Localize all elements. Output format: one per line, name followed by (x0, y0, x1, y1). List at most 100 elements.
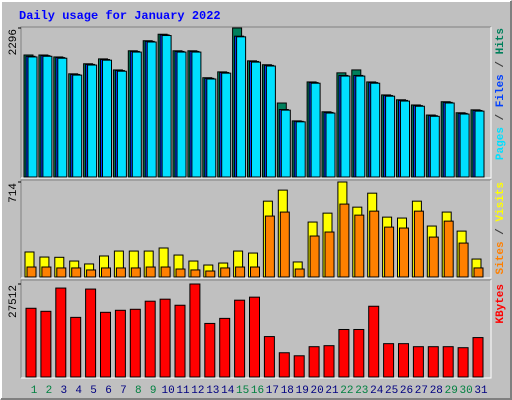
bar (325, 112, 336, 178)
bar (114, 309, 126, 378)
bar (263, 336, 275, 378)
bar (353, 328, 365, 378)
bar (250, 266, 260, 278)
bar (57, 57, 68, 178)
legend: KBytes (495, 284, 507, 324)
bar (161, 35, 172, 178)
bar (159, 298, 171, 378)
panel-shadow (20, 279, 491, 378)
x-tick-label: 31 (474, 385, 488, 397)
x-tick-label: 22 (340, 385, 353, 397)
x-tick-label: 3 (60, 385, 67, 397)
bar (70, 316, 82, 378)
bar (383, 343, 395, 378)
bar (55, 287, 67, 378)
bar (310, 82, 321, 178)
bar (324, 231, 335, 278)
bar (265, 65, 276, 178)
bar (101, 267, 111, 278)
legend-entry: Hits (495, 28, 507, 54)
panel-light (21, 180, 492, 279)
bar (369, 210, 380, 278)
bar (384, 226, 395, 278)
x-tick-label: 29 (445, 385, 458, 397)
x-tick-label: 8 (135, 385, 142, 397)
x-tick-label: 24 (370, 385, 384, 397)
x-tick-label: 23 (355, 385, 368, 397)
bar (428, 236, 439, 278)
x-tick-label: 27 (415, 385, 428, 397)
legend-separator: / (495, 54, 507, 74)
bar (116, 70, 127, 178)
x-tick-label: 10 (161, 385, 174, 397)
bar (221, 72, 232, 178)
bar (338, 328, 350, 378)
bar (413, 210, 424, 278)
bar (71, 267, 82, 278)
legend: Sites / Visits (495, 182, 507, 274)
legend-entry: Visits (495, 182, 507, 222)
bar (42, 55, 53, 178)
bar (72, 74, 83, 178)
legend: Pages / Files / Hits (495, 28, 507, 160)
bar (131, 51, 142, 178)
bar (473, 267, 484, 278)
y-tick-label: 2296 (8, 29, 20, 55)
bar (27, 56, 38, 178)
panel-light (21, 27, 492, 179)
x-tick-label: 7 (120, 385, 127, 397)
x-tick-label: 15 (236, 385, 249, 397)
bar (206, 78, 217, 178)
legend-entry: Sites (495, 241, 507, 274)
bar (145, 266, 156, 278)
bar (189, 283, 201, 378)
bar (102, 59, 112, 178)
x-tick-label: 11 (176, 385, 190, 397)
legend-separator: / (495, 107, 507, 127)
x-tick-label: 17 (266, 385, 279, 397)
bar (100, 311, 111, 378)
bar (280, 109, 291, 178)
bar (86, 269, 97, 278)
bar (414, 105, 425, 178)
bar (174, 304, 186, 378)
bar (115, 267, 126, 278)
bar (309, 235, 320, 278)
bar (340, 75, 351, 178)
x-tick-label: 13 (206, 385, 219, 397)
y-tick-label: 714 (8, 183, 20, 203)
x-tick-label: 6 (105, 385, 112, 397)
bar (339, 203, 350, 278)
bar (85, 288, 97, 378)
chart-title: Daily usage for January 2022 (19, 9, 221, 23)
x-tick-label: 25 (385, 385, 398, 397)
panel-shadow (20, 179, 491, 278)
bar (444, 102, 455, 178)
bar (370, 82, 381, 178)
legend-separator: / (495, 222, 507, 242)
bar (129, 308, 141, 378)
bar (398, 343, 409, 378)
x-tick-label: 5 (90, 385, 97, 397)
bar (400, 100, 410, 178)
x-tick-label: 18 (281, 385, 294, 397)
bar (442, 346, 454, 378)
x-tick-label: 28 (430, 385, 443, 397)
bar (26, 266, 37, 278)
bar (474, 110, 485, 178)
bar (25, 307, 37, 378)
bar (279, 211, 290, 278)
bar (443, 220, 454, 278)
bar (249, 296, 260, 378)
x-tick-label: 19 (296, 385, 309, 397)
bar (472, 337, 484, 378)
bar (278, 352, 290, 378)
legend-entry: Pages (495, 127, 507, 160)
x-tick-label: 1 (31, 385, 38, 397)
bar (458, 242, 469, 278)
x-tick-label: 4 (75, 385, 82, 397)
bar (354, 214, 365, 278)
